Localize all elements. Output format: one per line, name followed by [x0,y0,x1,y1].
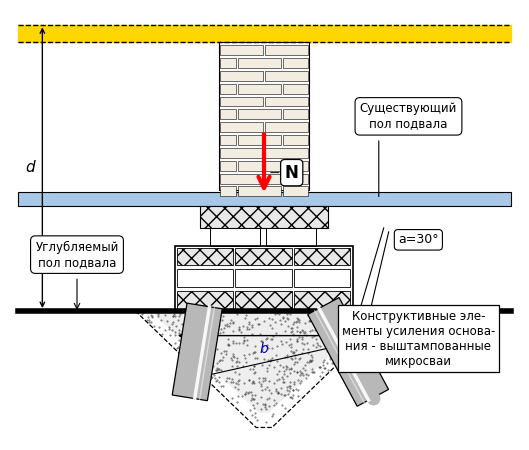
Bar [175,246,353,311]
Bar [221,109,236,119]
Bar [283,84,307,94]
Bar [238,186,281,196]
Text: Углубляемый
пол подвала: Углубляемый пол подвала [35,241,118,269]
Bar [235,270,291,287]
Bar [238,84,281,94]
Text: a=30°: a=30° [398,233,439,246]
Bar [283,135,307,145]
Bar [266,228,316,246]
Bar [221,45,263,55]
Bar [221,186,236,196]
Bar [221,122,263,132]
Bar [283,186,307,196]
Bar [294,291,350,309]
Bar [238,58,281,68]
Bar [238,161,281,171]
Text: N: N [285,164,299,182]
Text: Конструктивные эле-
менты усиления основа-
ния - выштампованные
микросваи: Конструктивные эле- менты усиления основ… [342,310,495,368]
Polygon shape [172,303,222,400]
Bar [238,109,281,119]
Bar [235,291,291,309]
Bar [177,270,233,287]
Bar [265,122,307,132]
Bar [221,148,263,158]
Polygon shape [150,311,378,413]
Bar [265,97,307,107]
Polygon shape [135,311,393,428]
Bar [177,248,233,266]
Bar [294,270,350,287]
Bar [221,58,236,68]
Bar [17,193,512,206]
Bar [265,45,307,55]
Bar [265,174,307,184]
Bar [265,148,307,158]
Bar [177,291,233,309]
Text: d: d [26,160,35,175]
Bar [283,109,307,119]
Bar [221,135,236,145]
Bar [199,206,329,228]
Text: b: b [260,342,268,356]
Bar [221,161,236,171]
Bar [283,58,307,68]
Bar [221,71,263,81]
Bar [238,135,281,145]
Polygon shape [308,297,388,406]
Text: Существующий
пол подвала: Существующий пол подвала [360,102,457,130]
Bar [221,84,236,94]
Bar [221,97,263,107]
Bar [221,174,263,184]
Bar [220,42,308,190]
Bar [294,248,350,266]
Bar [283,161,307,171]
Bar [17,24,512,42]
Bar [209,228,260,246]
Bar [235,248,291,266]
Bar [265,71,307,81]
